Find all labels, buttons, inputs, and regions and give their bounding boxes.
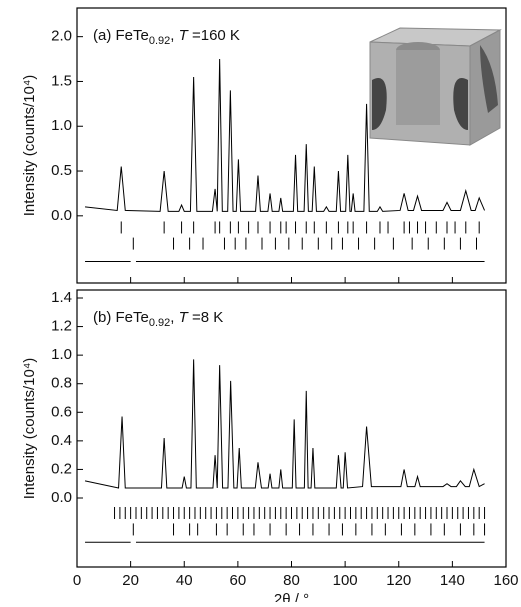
- y-tick-label: 0.0: [51, 489, 72, 506]
- y-tick-label: 1.0: [51, 346, 72, 363]
- y-tick-label: 0.5: [51, 162, 72, 179]
- panel-title: (b) FeTe0.92, T =8 K: [93, 309, 223, 329]
- title-text: (b) FeTe: [93, 309, 149, 326]
- x-tick-label: 80: [283, 572, 300, 589]
- y-tick-label: 0.2: [51, 460, 72, 477]
- title-var: T: [179, 27, 190, 44]
- panel-b-frame: [76, 289, 507, 568]
- y-tick-label: 0.4: [51, 432, 72, 449]
- title-var: T: [179, 309, 190, 326]
- x-tick-label: 60: [230, 572, 247, 589]
- y-tick-label: 1.5: [51, 72, 72, 89]
- x-tick-label: 160: [493, 572, 518, 589]
- title-rest: =160 K: [188, 27, 240, 44]
- title-subscript: 0.92: [149, 317, 170, 329]
- title-mid: ,: [170, 309, 178, 326]
- x-tick-label: 140: [440, 572, 465, 589]
- data-line: [84, 359, 485, 489]
- inset-crystal: [369, 27, 502, 146]
- y-tick-label: 1.0: [51, 117, 72, 134]
- y-tick-label: 1.4: [51, 289, 72, 306]
- y-axis-label: Intensity (counts/10⁴): [21, 75, 38, 217]
- x-tick-label: 0: [73, 572, 81, 589]
- y-tick-label: 2.0: [51, 28, 72, 45]
- title-text: (a) FeTe: [93, 27, 149, 44]
- panel-title: (a) FeTe0.92, T =160 K: [93, 27, 240, 47]
- x-axis-label: 2θ / °: [274, 591, 309, 602]
- x-tick-label: 40: [176, 572, 193, 589]
- y-tick-label: 0.8: [51, 375, 72, 392]
- title-mid: ,: [170, 27, 178, 44]
- x-tick-label: 100: [333, 572, 358, 589]
- data-line: [84, 59, 486, 212]
- y-axis-label: Intensity (counts/10⁴): [21, 358, 38, 500]
- title-rest: =8 K: [188, 309, 223, 326]
- y-tick-label: 0.0: [51, 207, 72, 224]
- x-tick-label: 120: [386, 572, 411, 589]
- x-tick-label: 20: [122, 572, 139, 589]
- y-tick-label: 0.6: [51, 403, 72, 420]
- y-tick-label: 1.2: [51, 318, 72, 335]
- title-subscript: 0.92: [149, 35, 170, 47]
